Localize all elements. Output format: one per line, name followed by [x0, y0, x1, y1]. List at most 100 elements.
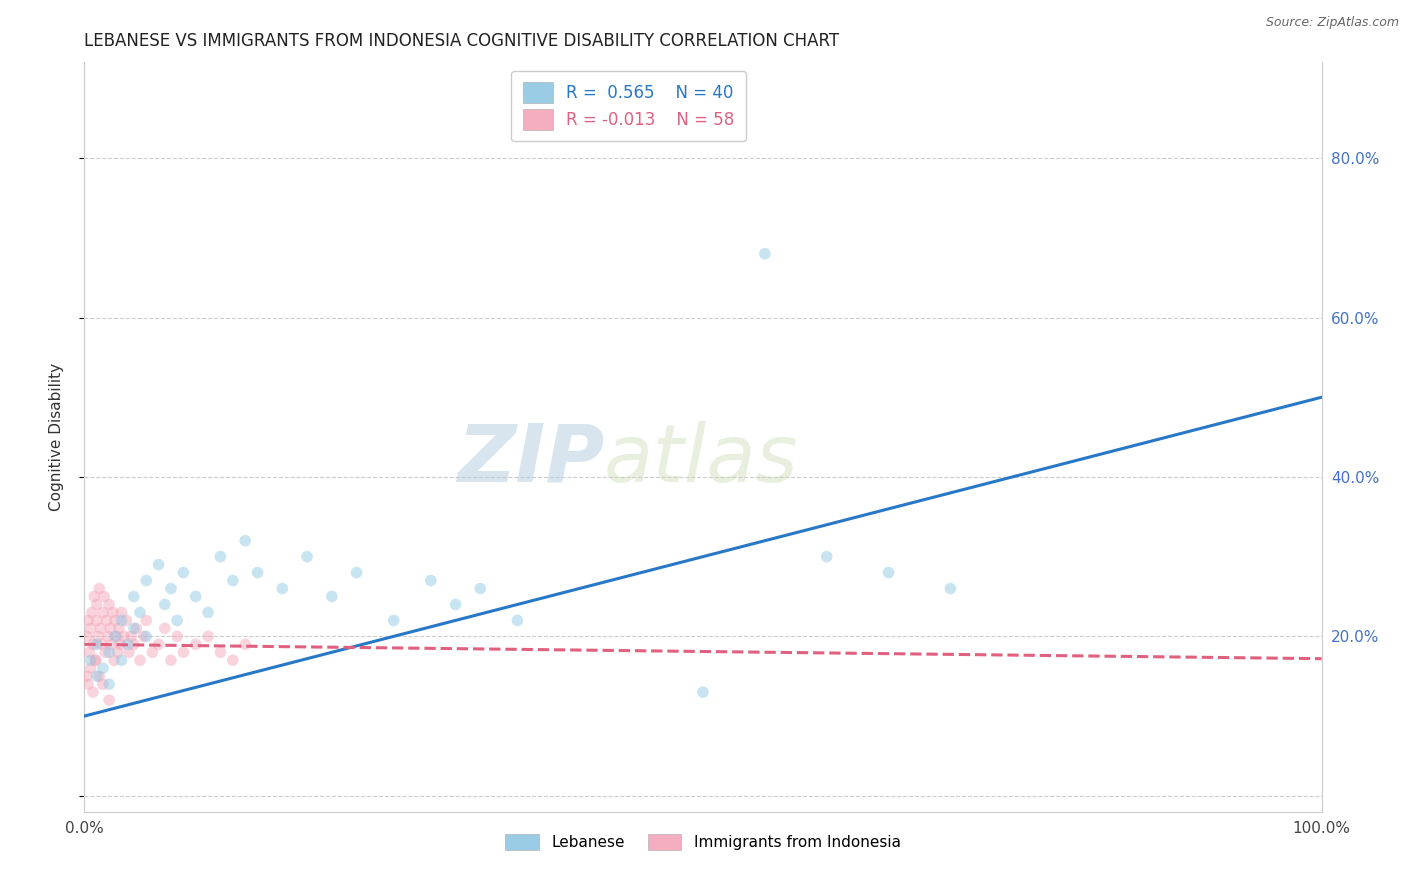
Y-axis label: Cognitive Disability: Cognitive Disability: [49, 363, 63, 511]
Point: [91, 606, 114, 620]
Point: [141, 645, 163, 659]
Point: [89, 582, 111, 596]
Point: [153, 621, 176, 635]
Point: [94, 645, 117, 659]
Point: [77, 677, 100, 691]
Point: [90, 637, 112, 651]
Point: [86, 669, 108, 683]
Point: [91, 677, 114, 691]
Point: [89, 669, 111, 683]
Point: [98, 645, 121, 659]
Point: [110, 637, 132, 651]
Point: [233, 637, 256, 651]
Point: [470, 582, 492, 596]
Point: [939, 582, 962, 596]
Point: [129, 653, 152, 667]
Point: [132, 629, 155, 643]
Point: [86, 637, 108, 651]
Point: [110, 653, 132, 667]
Point: [107, 645, 129, 659]
Point: [98, 677, 121, 691]
Point: [105, 629, 128, 643]
Point: [103, 653, 125, 667]
Point: [271, 582, 294, 596]
Point: [160, 653, 183, 667]
Point: [98, 598, 121, 612]
Point: [346, 566, 368, 580]
Point: [506, 614, 529, 628]
Point: [129, 606, 152, 620]
Point: [153, 598, 176, 612]
Point: [184, 637, 207, 651]
Point: [76, 629, 98, 643]
Point: [86, 598, 108, 612]
Point: [172, 566, 194, 580]
Point: [321, 590, 343, 604]
Point: [222, 574, 245, 588]
Point: [122, 621, 145, 635]
Text: LEBANESE VS IMMIGRANTS FROM INDONESIA COGNITIVE DISABILITY CORRELATION CHART: LEBANESE VS IMMIGRANTS FROM INDONESIA CO…: [84, 32, 839, 50]
Point: [444, 598, 467, 612]
Point: [86, 614, 108, 628]
Point: [692, 685, 714, 699]
Point: [82, 685, 104, 699]
Point: [209, 549, 232, 564]
Point: [77, 614, 100, 628]
Point: [87, 629, 110, 643]
Point: [104, 614, 127, 628]
Point: [120, 629, 142, 643]
Point: [184, 590, 207, 604]
Point: [98, 693, 121, 707]
Point: [112, 629, 135, 643]
Point: [79, 621, 101, 635]
Point: [166, 614, 188, 628]
Point: [172, 645, 194, 659]
Point: [125, 621, 148, 635]
Point: [84, 653, 107, 667]
Point: [166, 629, 188, 643]
Point: [233, 533, 256, 548]
Point: [877, 566, 900, 580]
Point: [135, 574, 157, 588]
Point: [80, 606, 103, 620]
Point: [82, 637, 104, 651]
Point: [104, 629, 127, 643]
Point: [101, 606, 124, 620]
Point: [79, 653, 101, 667]
Point: [148, 637, 170, 651]
Point: [108, 621, 131, 635]
Point: [122, 637, 145, 651]
Point: [110, 614, 132, 628]
Point: [148, 558, 170, 572]
Point: [98, 621, 121, 635]
Point: [79, 645, 101, 659]
Point: [97, 629, 120, 643]
Point: [222, 653, 245, 667]
Point: [815, 549, 838, 564]
Point: [419, 574, 441, 588]
Point: [91, 661, 114, 675]
Point: [110, 606, 132, 620]
Point: [115, 614, 138, 628]
Point: [135, 614, 157, 628]
Point: [122, 590, 145, 604]
Point: [117, 637, 139, 651]
Point: [118, 645, 141, 659]
Point: [135, 629, 157, 643]
Point: [79, 661, 101, 675]
Point: [197, 606, 219, 620]
Text: ZIP: ZIP: [457, 420, 605, 499]
Point: [160, 582, 183, 596]
Point: [382, 614, 405, 628]
Point: [93, 590, 115, 604]
Point: [76, 669, 98, 683]
Point: [295, 549, 318, 564]
Text: Source: ZipAtlas.com: Source: ZipAtlas.com: [1265, 16, 1399, 29]
Text: atlas: atlas: [605, 420, 799, 499]
Point: [84, 653, 107, 667]
Point: [246, 566, 269, 580]
Legend: Lebanese, Immigrants from Indonesia: Lebanese, Immigrants from Indonesia: [499, 829, 907, 856]
Point: [89, 621, 111, 635]
Point: [209, 645, 232, 659]
Point: [96, 614, 118, 628]
